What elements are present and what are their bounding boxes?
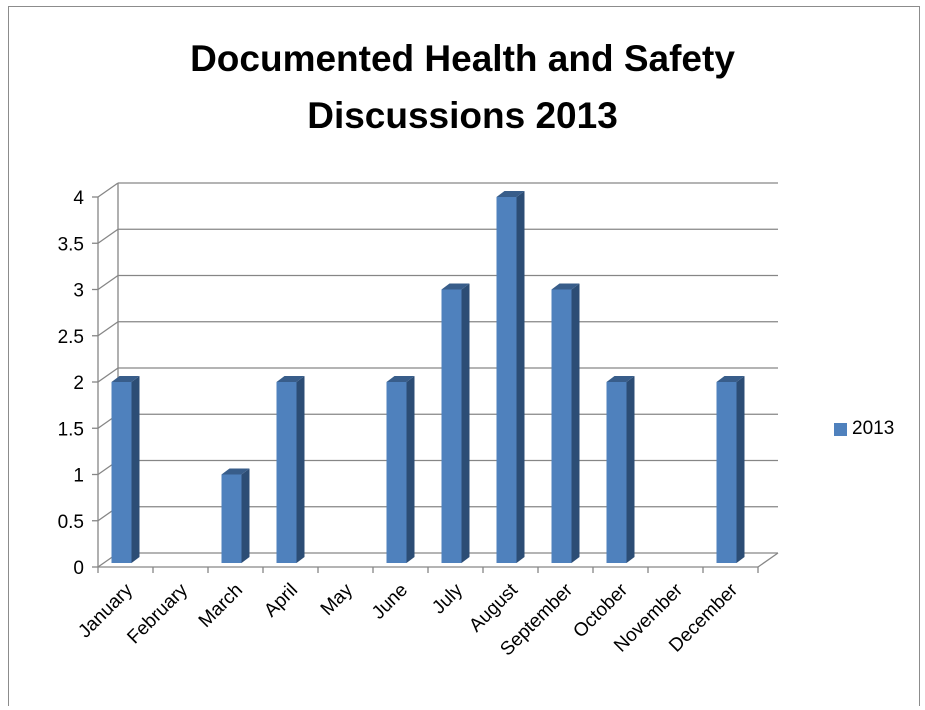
bar-side — [571, 283, 580, 563]
bar-top — [276, 376, 305, 382]
bar-top — [386, 376, 415, 382]
y-tick-label: 0 — [73, 558, 84, 579]
bar-top — [716, 376, 745, 382]
bar-january — [111, 376, 140, 563]
bar-june — [386, 376, 415, 563]
x-tick-label: March — [195, 580, 247, 632]
y-tick-label: 1 — [73, 466, 84, 487]
bar-front — [716, 382, 737, 563]
x-tick-label: April — [260, 580, 302, 622]
y-tick-label: 2 — [73, 373, 84, 394]
y-tick-label: 3 — [73, 281, 84, 302]
floor-edge — [757, 552, 779, 568]
bar-front — [496, 197, 517, 563]
bar-side — [406, 376, 415, 563]
legend-label-2013: 2013 — [852, 418, 895, 439]
x-tick-label: May — [317, 579, 358, 620]
y-tick-label: 0.5 — [58, 512, 84, 533]
x-tick-label: February — [123, 579, 192, 648]
bar-december — [716, 376, 745, 563]
axes — [92, 183, 779, 573]
bar-march — [221, 468, 250, 563]
chart-title: Documented Health and Safety Discussions… — [190, 38, 735, 136]
grid-diagonal — [97, 367, 119, 383]
bar-front — [221, 474, 242, 563]
bar-side — [131, 376, 140, 563]
bar-side — [461, 283, 470, 563]
bar-front — [386, 382, 407, 563]
bar-july — [441, 283, 470, 563]
y-tick-label: 3.5 — [58, 234, 84, 255]
bar-top — [606, 376, 635, 382]
bar-front — [441, 289, 462, 563]
bar-top — [221, 468, 250, 475]
bar-top — [496, 191, 525, 197]
bar-top — [551, 283, 580, 290]
bar-front — [111, 382, 132, 563]
bar-front — [606, 382, 627, 563]
bar-top — [441, 283, 470, 290]
bar-top — [111, 376, 140, 382]
bar-side — [296, 376, 305, 563]
y-tick-labels: 0 0.5 1 1.5 2 2.5 3 3.5 4 — [58, 188, 85, 579]
grid-diagonal — [97, 274, 119, 291]
legend: 2013 — [834, 418, 894, 440]
bar-april — [276, 376, 305, 563]
y-tick-label: 4 — [73, 188, 84, 209]
bar-august — [496, 191, 525, 563]
x-tick-label: July — [428, 579, 467, 618]
y-tick-label: 2.5 — [58, 327, 84, 348]
grid-diagonal — [97, 228, 119, 244]
grid-diagonal — [97, 321, 119, 337]
grid-diagonal — [97, 182, 119, 198]
bar-side — [736, 376, 745, 563]
x-tick-label: June — [368, 580, 412, 624]
bar-side — [516, 191, 525, 563]
legend-swatch — [834, 422, 847, 436]
bar-side — [241, 468, 250, 563]
bar-front — [276, 382, 297, 563]
bar-front — [551, 289, 572, 563]
y-tick-label: 1.5 — [58, 419, 84, 440]
gridlines — [97, 182, 778, 568]
bars — [111, 191, 745, 563]
bar-september — [551, 283, 580, 563]
bar-october — [606, 376, 635, 563]
bar-side — [626, 376, 635, 563]
